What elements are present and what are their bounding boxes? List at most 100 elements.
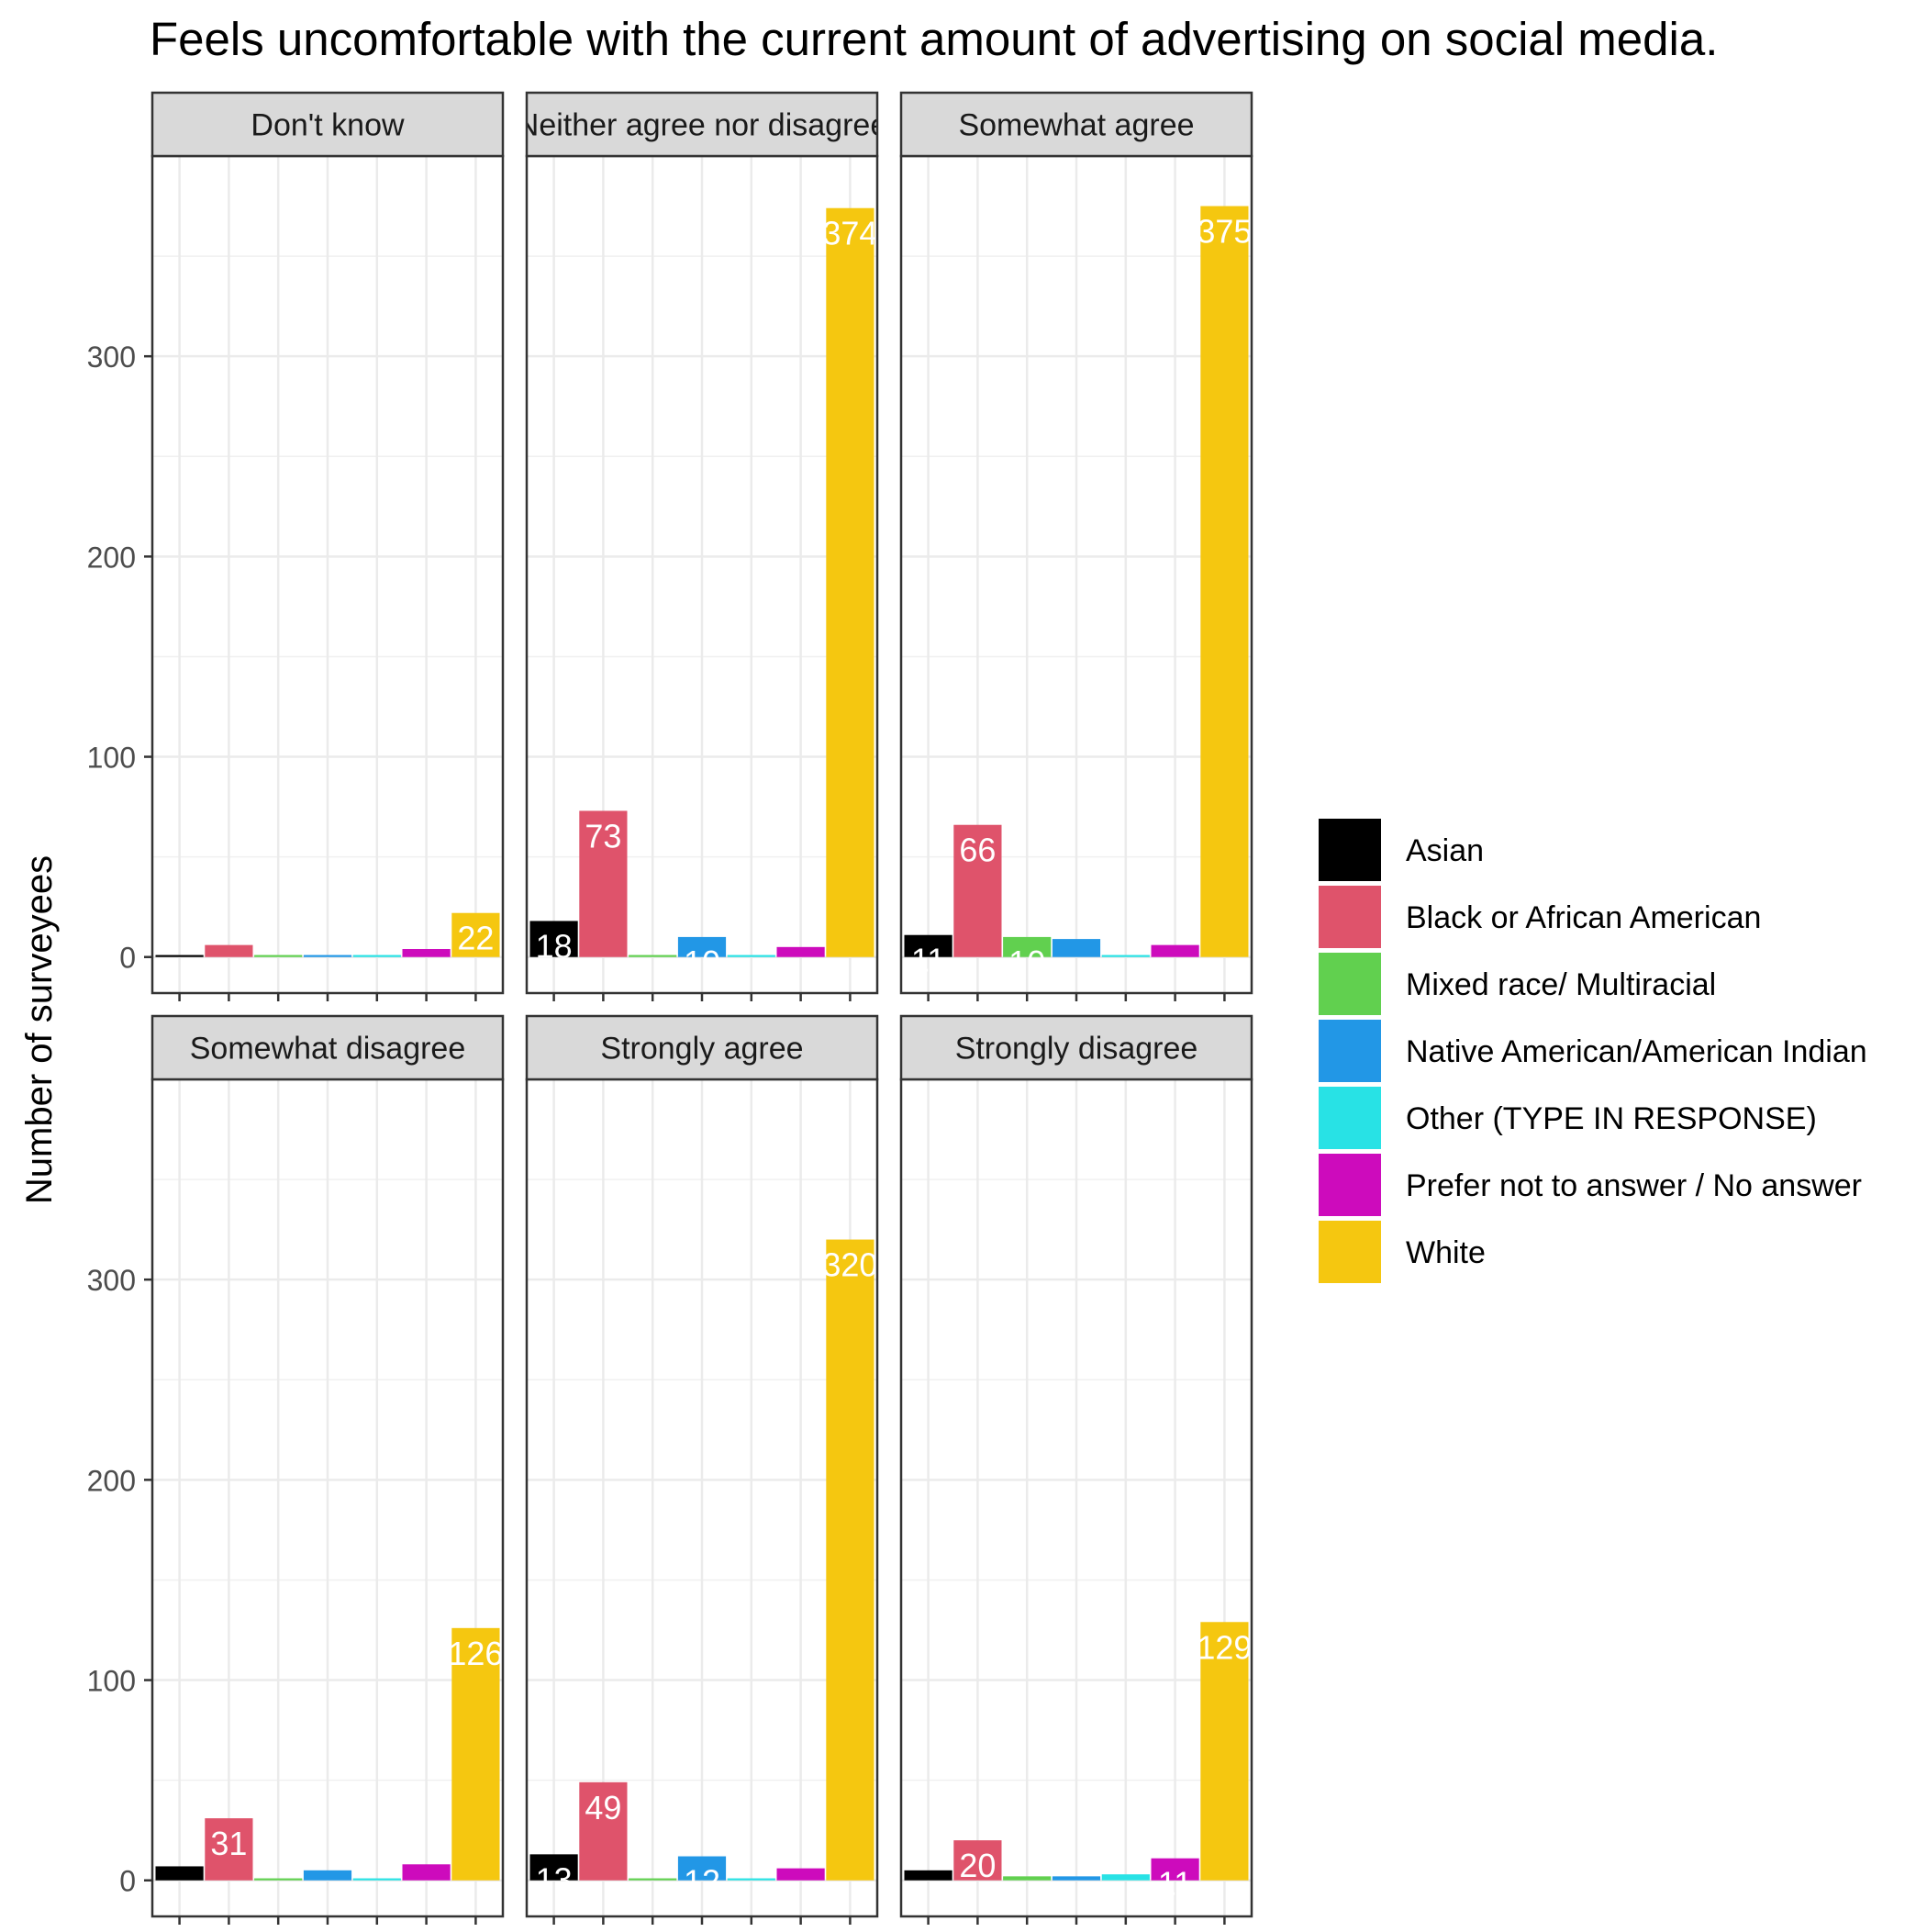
bar-asian — [155, 1866, 204, 1881]
bar-other-type-in-response — [1101, 1874, 1150, 1881]
data-label: 49 — [585, 1789, 621, 1826]
facet-panel-strongly-disagree: 20 11 129 Strongly disagree — [899, 1014, 1253, 1925]
bar-asian — [529, 921, 578, 957]
y-tick-label: 300 — [87, 1264, 136, 1297]
bar-prefer-not-to-answer-no-answer — [402, 1864, 451, 1881]
data-label: 66 — [959, 832, 996, 869]
facet-strip-label: Somewhat agree — [958, 108, 1194, 143]
y-tick-label: 100 — [87, 742, 136, 775]
legend-label: Prefer not to answer / No answer — [1406, 1168, 1862, 1203]
data-label: 13 — [536, 1860, 573, 1898]
bar-prefer-not-to-answer-no-answer — [1151, 944, 1199, 957]
bar-asian — [904, 934, 952, 957]
bar-native-american-american-indian — [1052, 939, 1101, 957]
bar-other-type-in-response — [1101, 955, 1150, 957]
data-label: 22 — [457, 920, 494, 957]
legend-item-other-type-in-response: Other (TYPE IN RESPONSE) — [1317, 1085, 1817, 1151]
legend-key — [1317, 1085, 1383, 1151]
data-label: 126 — [448, 1635, 503, 1672]
legend-label: Native American/American Indian — [1406, 1034, 1867, 1069]
chart-title: Feels uncomfortable with the current amo… — [150, 13, 1718, 65]
legend-item-white: White — [1317, 1219, 1486, 1285]
data-label: 374 — [822, 215, 877, 252]
y-tick-label: 300 — [87, 341, 136, 374]
bar-mixed-race-multiracial — [254, 1878, 303, 1881]
bar-black-or-african-american — [579, 1781, 628, 1881]
bar-white — [1200, 1622, 1249, 1881]
facet-strip — [899, 1014, 1253, 1081]
legend-item-asian: Asian — [1317, 817, 1484, 883]
bar-native-american-american-indian — [1052, 1876, 1101, 1881]
legend-label: White — [1406, 1235, 1486, 1270]
legend-key — [1317, 1152, 1383, 1218]
y-tick-label: 200 — [87, 1464, 136, 1497]
legend-item-prefer-not-to-answer-no-answer: Prefer not to answer / No answer — [1317, 1152, 1862, 1218]
bar-native-american-american-indian — [677, 936, 727, 957]
data-label: 320 — [822, 1246, 877, 1284]
facet-strip-label: Strongly agree — [600, 1032, 803, 1067]
facet-strip-label: Somewhat disagree — [190, 1032, 466, 1067]
legend-key — [1317, 1018, 1383, 1084]
legend-label: Asian — [1406, 833, 1484, 868]
data-label: 10 — [1008, 944, 1045, 981]
facet-strip — [150, 1014, 505, 1081]
bar-white — [451, 1627, 500, 1881]
bar-white — [826, 207, 874, 957]
bar-mixed-race-multiracial — [254, 955, 303, 957]
bars-group: 13 49 12 320 — [529, 1239, 877, 1901]
bar-other-type-in-response — [352, 1878, 401, 1881]
bar-asian — [529, 1854, 578, 1881]
bar-other-type-in-response — [352, 955, 401, 957]
bar-white — [1200, 206, 1249, 957]
data-label: 31 — [210, 1825, 247, 1862]
bar-black-or-african-american — [205, 1818, 253, 1881]
facet-panel-strongly-agree: 13 49 12 320 Strongly agree — [525, 1014, 879, 1925]
legend-item-native-american-american-indian: Native American/American Indian — [1317, 1018, 1867, 1084]
bar-native-american-american-indian — [303, 1870, 352, 1881]
bar-asian — [155, 955, 204, 957]
data-label: 375 — [1197, 213, 1252, 251]
bar-white — [826, 1239, 874, 1881]
bar-other-type-in-response — [727, 955, 775, 957]
data-label: 20 — [959, 1847, 996, 1884]
bar-black-or-african-american — [953, 1840, 1002, 1881]
y-axis-label: Number of surveyees — [19, 855, 60, 1204]
bar-black-or-african-american — [579, 810, 628, 957]
bar-mixed-race-multiracial — [1003, 1876, 1052, 1881]
legend-key — [1317, 951, 1383, 1017]
data-label: 129 — [1197, 1628, 1252, 1666]
data-label: 10 — [684, 944, 720, 981]
facet-strip — [525, 1014, 879, 1081]
bar-other-type-in-response — [727, 1878, 775, 1881]
data-label: 73 — [585, 817, 621, 854]
legend-key — [1317, 1219, 1383, 1285]
data-label: 12 — [684, 1863, 720, 1901]
y-tick-label: 200 — [87, 541, 136, 574]
bars-group: 18 73 10 374 — [529, 207, 877, 981]
legend-label: Mixed race/ Multiracial — [1406, 967, 1716, 1002]
facet-strip-label: Strongly disagree — [955, 1032, 1198, 1067]
bar-prefer-not-to-answer-no-answer — [402, 949, 451, 957]
bar-prefer-not-to-answer-no-answer — [776, 1868, 825, 1881]
data-label: 18 — [536, 927, 573, 965]
legend-key — [1317, 884, 1383, 950]
bar-prefer-not-to-answer-no-answer — [776, 946, 825, 957]
bar-black-or-african-american — [205, 944, 253, 957]
facet-panel-somewhat-agree: 11 66 10 375 Somewhat agree — [899, 91, 1253, 1001]
bar-white — [451, 912, 500, 957]
legend-item-black-or-african-american: Black or African American — [1317, 884, 1761, 950]
facet-strip — [525, 91, 879, 158]
bars-group: 20 11 129 — [904, 1622, 1252, 1903]
bar-native-american-american-indian — [303, 955, 352, 957]
bar-black-or-african-american — [953, 824, 1002, 957]
legend-key — [1317, 817, 1383, 883]
facet-panel-neither-agree-nor-disagree: 18 73 10 374 Neither agree nor disagree — [525, 91, 879, 1001]
data-label: 11 — [1158, 1865, 1192, 1903]
facet-strip — [899, 91, 1253, 158]
bars-group: 22 — [155, 912, 500, 957]
facet-strip — [150, 91, 505, 158]
bar-mixed-race-multiracial — [629, 955, 677, 957]
